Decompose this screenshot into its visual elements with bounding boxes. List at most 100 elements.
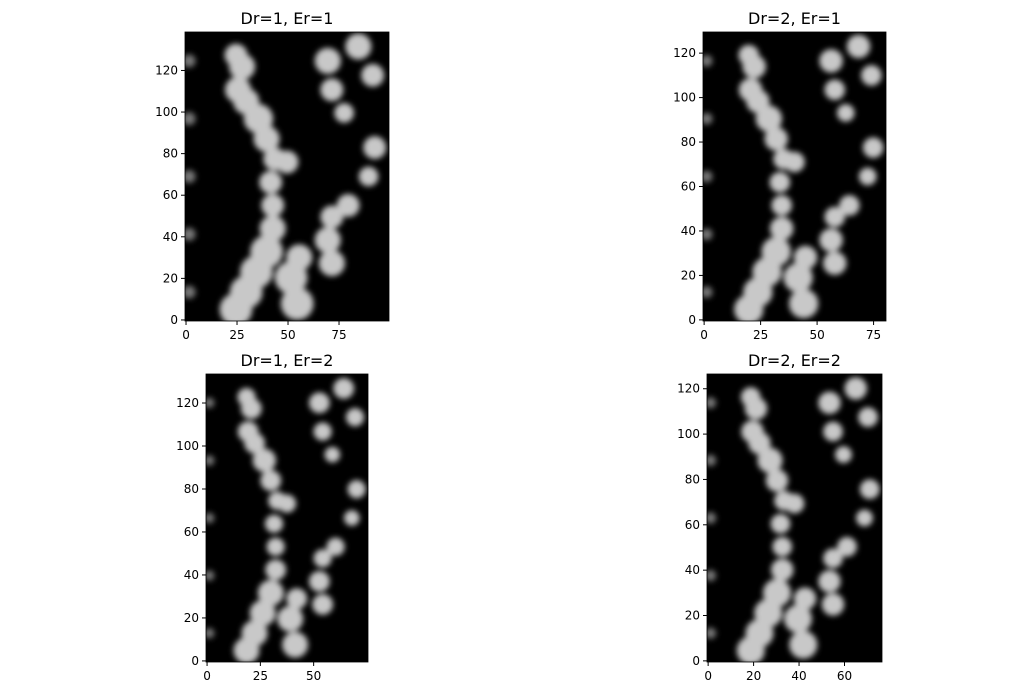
image-content [707, 377, 880, 662]
image-feature [260, 470, 282, 491]
subplot: Dr=1, Er=2 0 25 50 0 20 40 60 80 100 120 [176, 351, 369, 683]
image-feature [265, 559, 287, 581]
image-feature [764, 127, 788, 151]
image-feature [789, 289, 819, 319]
y-tick-label: 0 [692, 654, 700, 668]
image-feature [259, 170, 283, 194]
image-feature [206, 570, 215, 581]
image-feature [703, 286, 713, 298]
image-feature [784, 151, 805, 173]
image-feature [224, 43, 248, 67]
image-feature [320, 205, 344, 229]
image-feature [769, 216, 794, 241]
image-feature [861, 65, 882, 86]
image-feature [703, 170, 713, 183]
x-tick-label: 50 [809, 328, 824, 342]
x-tick-label: 0 [182, 328, 190, 342]
image-feature [819, 49, 843, 73]
subplot-title: Dr=1, Er=2 [241, 351, 334, 370]
image-feature [206, 628, 215, 639]
image-feature [320, 78, 344, 102]
image-feature [772, 537, 793, 557]
image-feature [824, 79, 846, 101]
x-tick-label: 40 [791, 669, 806, 683]
y-tick-label: 0 [688, 313, 696, 327]
image-feature [259, 215, 286, 242]
axes-frame [184, 31, 390, 322]
image-feature [280, 287, 314, 320]
y-tick-label: 40 [184, 568, 199, 582]
y-tick-label: 100 [677, 427, 700, 441]
image-feature [771, 195, 792, 216]
image-feature [839, 195, 860, 216]
x-tick-label: 25 [229, 328, 244, 342]
image-feature [793, 587, 817, 610]
image-feature [823, 251, 847, 275]
image-content [206, 378, 366, 662]
y-tick-label: 20 [681, 268, 696, 282]
image-feature [835, 446, 852, 464]
image-feature [784, 604, 812, 633]
image-feature [741, 420, 764, 443]
x-tick-label: 75 [331, 328, 346, 342]
image-feature [326, 537, 345, 556]
image-feature [224, 76, 252, 103]
image-feature [206, 397, 215, 408]
image-feature [312, 594, 334, 615]
image-feature [266, 537, 285, 556]
image-feature [763, 578, 791, 607]
y-tick-label: 0 [191, 654, 199, 668]
image-feature [286, 244, 313, 271]
y-tick-label: 100 [176, 439, 199, 453]
axes-frame [205, 373, 369, 663]
image-feature [277, 494, 297, 513]
image-feature [363, 136, 387, 160]
image-feature [206, 455, 215, 466]
image-feature [740, 387, 761, 407]
y-tick-label: 20 [184, 611, 199, 625]
image-feature [783, 263, 813, 293]
image-feature [334, 103, 354, 123]
image-feature [252, 448, 276, 473]
image-feature [837, 537, 857, 557]
image-feature [770, 513, 791, 534]
y-tick-label: 40 [685, 563, 700, 577]
image-feature [818, 391, 841, 414]
image-feature [789, 630, 818, 659]
image-feature [738, 44, 759, 66]
image-feature [206, 512, 215, 524]
image-feature [277, 605, 304, 632]
image-feature [314, 227, 341, 254]
image-feature [313, 422, 332, 441]
x-tick-label: 20 [746, 669, 761, 683]
y-tick-label: 80 [163, 147, 178, 161]
y-tick-label: 80 [685, 472, 700, 486]
image-content [185, 33, 387, 321]
x-tick-label: 25 [753, 328, 768, 342]
image-feature [707, 454, 717, 466]
image-feature [819, 228, 843, 252]
image-feature [824, 206, 846, 228]
y-tick-label: 60 [685, 518, 700, 532]
x-tick-label: 25 [253, 669, 268, 683]
axes-frame [702, 31, 887, 322]
y-tick-label: 120 [155, 63, 178, 77]
x-tick-label: 0 [704, 669, 712, 683]
image-feature [846, 34, 871, 59]
image-feature [347, 480, 366, 499]
image-feature [344, 510, 360, 526]
y-tick-label: 0 [170, 313, 178, 327]
y-tick-label: 100 [155, 105, 178, 119]
image-feature [703, 112, 713, 125]
image-feature [757, 447, 783, 473]
image-feature [275, 150, 299, 174]
y-tick-label: 60 [681, 180, 696, 194]
subplot: Dr=2, Er=2 0 20 40 60 0 20 40 60 80 100 120 [677, 351, 883, 683]
image-feature [793, 245, 818, 270]
image-feature [237, 387, 256, 407]
subplot-title: Dr=1, Er=1 [241, 9, 334, 28]
image-feature [784, 493, 805, 514]
image-feature [345, 408, 365, 427]
x-tick-label: 50 [306, 669, 321, 683]
axes-frame [706, 373, 883, 663]
